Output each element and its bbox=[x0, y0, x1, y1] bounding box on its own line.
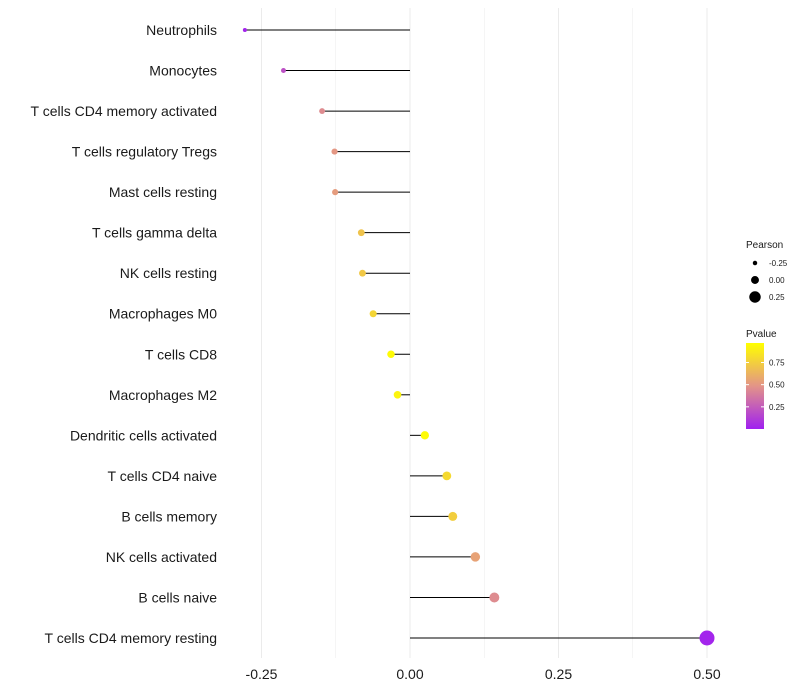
y-tick-label: B cells naive bbox=[138, 589, 217, 605]
y-tick-label: Macrophages M2 bbox=[109, 387, 217, 403]
x-tick-label: -0.25 bbox=[246, 666, 278, 682]
y-tick-label: Macrophages M0 bbox=[109, 306, 217, 322]
data-point bbox=[242, 27, 247, 33]
y-tick-label: T cells CD4 memory activated bbox=[31, 103, 217, 119]
y-tick-label: T cells regulatory Tregs bbox=[72, 144, 217, 160]
data-point bbox=[448, 511, 458, 521]
data-point bbox=[387, 350, 395, 359]
size-legend-label: -0.25 bbox=[769, 259, 788, 268]
color-legend-title: Pvalue bbox=[746, 329, 777, 340]
data-point bbox=[420, 431, 430, 440]
y-tick-label: B cells memory bbox=[121, 508, 217, 524]
data-point bbox=[281, 68, 286, 74]
y-axis-labels: Neutrophils Monocytes T cells CD4 memory a… bbox=[31, 22, 218, 646]
data-point bbox=[357, 229, 365, 237]
x-tick-label: 0.50 bbox=[693, 666, 720, 682]
data-point bbox=[442, 471, 452, 481]
data-point bbox=[470, 552, 481, 562]
x-tick-label: 0.25 bbox=[545, 666, 572, 682]
data-point bbox=[359, 269, 366, 277]
data-point bbox=[332, 189, 339, 196]
size-legend-label: 0.00 bbox=[769, 276, 785, 285]
color-legend: Pvalue 0.75 0.50 0.25 bbox=[746, 329, 785, 429]
x-tick-label: 0.00 bbox=[396, 666, 423, 682]
color-legend-bar bbox=[746, 343, 764, 429]
y-tick-label: Mast cells resting bbox=[109, 184, 217, 200]
data-point bbox=[319, 108, 326, 114]
size-legend-key bbox=[752, 260, 758, 266]
size-legend-key bbox=[751, 276, 759, 284]
color-legend-label: 0.50 bbox=[769, 381, 785, 390]
y-tick-label: T cells CD4 naive bbox=[108, 468, 218, 484]
y-tick-label: NK cells activated bbox=[106, 549, 217, 565]
data-point bbox=[489, 592, 500, 603]
y-tick-label: T cells CD8 bbox=[145, 346, 217, 362]
x-axis-tick-labels: -0.25 0.00 0.25 0.50 bbox=[246, 666, 721, 682]
y-tick-label: Monocytes bbox=[149, 63, 217, 79]
data-point bbox=[331, 148, 338, 155]
color-legend-label: 0.25 bbox=[769, 403, 785, 412]
size-legend-title: Pearson bbox=[746, 240, 783, 251]
y-tick-label: T cells CD4 memory resting bbox=[45, 630, 217, 646]
data-point bbox=[699, 630, 715, 646]
lollipop-points bbox=[242, 27, 715, 646]
y-tick-label: Neutrophils bbox=[146, 22, 217, 38]
y-tick-label: T cells gamma delta bbox=[92, 225, 217, 241]
y-tick-label: Dendritic cells activated bbox=[70, 427, 217, 443]
grid-lines bbox=[261, 8, 708, 658]
color-legend-label: 0.75 bbox=[769, 359, 785, 368]
y-tick-label: NK cells resting bbox=[120, 265, 217, 281]
size-legend-key bbox=[749, 291, 761, 303]
data-point bbox=[393, 390, 402, 399]
lollipop-stems bbox=[244, 29, 707, 639]
size-legend: Pearson -0.25 0.00 0.25 bbox=[746, 240, 788, 303]
data-point bbox=[369, 310, 377, 318]
size-legend-label: 0.25 bbox=[769, 293, 785, 302]
